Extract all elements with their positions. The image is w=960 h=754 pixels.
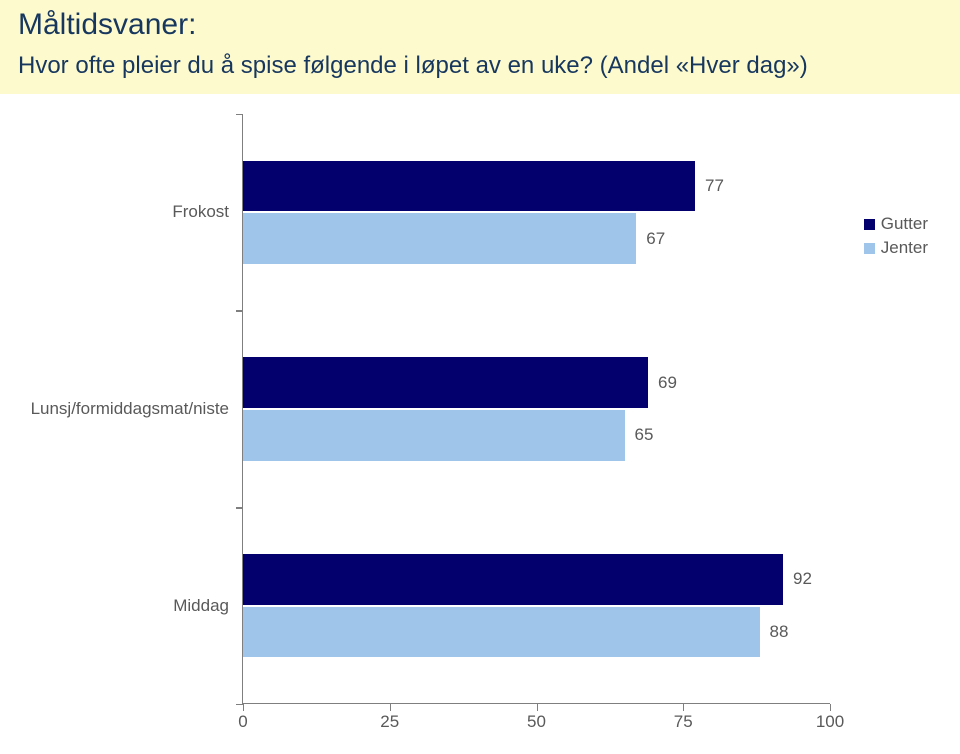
legend-label: Gutter (881, 214, 928, 234)
x-axis: 0255075100 (243, 703, 830, 704)
bar-value-label: 67 (636, 229, 665, 249)
x-tick-mark (390, 704, 391, 711)
y-tick-mark (236, 508, 243, 509)
bar-value-label: 77 (695, 176, 724, 196)
x-tick-label: 50 (527, 712, 546, 732)
x-tick-label: 100 (816, 712, 844, 732)
x-tick-mark (537, 704, 538, 711)
category-label: Frokost (172, 202, 243, 222)
bar-jenter: 65 (243, 410, 625, 461)
category-label: Middag (173, 596, 243, 616)
header: Måltidsvaner: Hvor ofte pleier du å spis… (0, 0, 960, 94)
legend-item: Gutter (864, 214, 928, 234)
category-label: Lunsj/formiddagsmat/niste (31, 399, 243, 419)
bar-gutter: 69 (243, 357, 648, 408)
page-root: Måltidsvaner: Hvor ofte pleier du å spis… (0, 0, 960, 754)
bar-jenter: 88 (243, 607, 760, 658)
x-tick-label: 75 (674, 712, 693, 732)
x-tick-mark (243, 704, 244, 711)
bar-value-label: 65 (625, 425, 654, 445)
bar-value-label: 92 (783, 569, 812, 589)
bar-value-label: 88 (760, 622, 789, 642)
y-tick-mark (236, 310, 243, 311)
bar-value-label: 69 (648, 373, 677, 393)
legend-swatch (864, 243, 875, 254)
bar-gutter: 77 (243, 161, 695, 212)
x-tick-label: 0 (238, 712, 247, 732)
chart-area: 0255075100 Frokost7767Lunsj/formiddagsma… (0, 94, 960, 754)
legend-item: Jenter (864, 238, 928, 258)
bar-jenter: 67 (243, 213, 636, 264)
legend-swatch (864, 219, 875, 230)
y-tick-mark (236, 114, 243, 115)
y-tick-mark (236, 704, 243, 705)
y-tick-mark (236, 507, 243, 508)
legend-label: Jenter (881, 238, 928, 258)
legend: Gutter Jenter (864, 214, 928, 262)
plot-region: 0255075100 Frokost7767Lunsj/formiddagsma… (242, 114, 830, 704)
y-tick-mark (236, 311, 243, 312)
bar-gutter: 92 (243, 554, 783, 605)
x-tick-label: 25 (380, 712, 399, 732)
x-tick-mark (830, 704, 831, 711)
x-tick-mark (683, 704, 684, 711)
chart-subtitle: Hvor ofte pleier du å spise følgende i l… (18, 52, 942, 80)
chart-title: Måltidsvaner: (18, 8, 942, 42)
